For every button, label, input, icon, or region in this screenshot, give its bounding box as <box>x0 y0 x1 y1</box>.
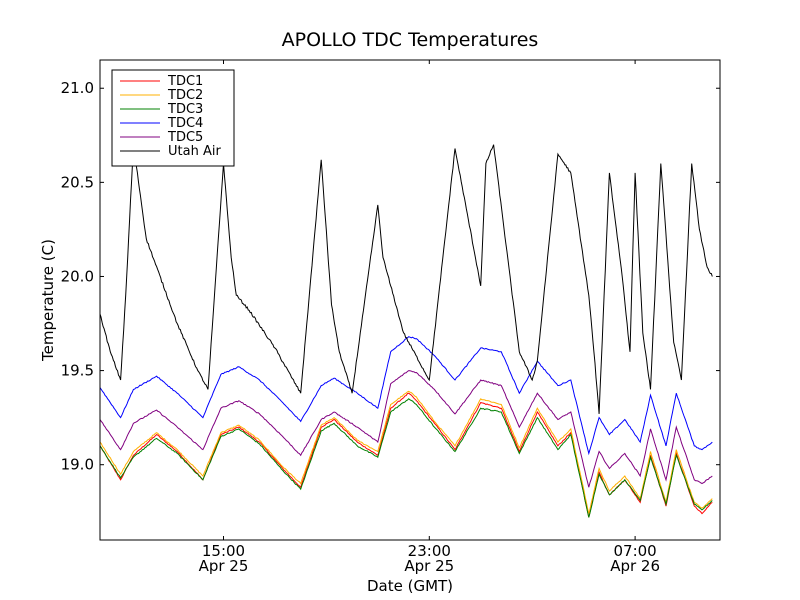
series-line-tdc3 <box>99 398 713 518</box>
y-tick-label: 20.5 <box>61 173 94 191</box>
legend-label-utah-air: Utah Air <box>168 144 221 159</box>
series-line-tdc4 <box>99 336 713 456</box>
x-tick-label-date: Apr 26 <box>610 557 660 575</box>
legend-label-tdc5: TDC5 <box>167 130 203 145</box>
series-line-utah-air <box>99 144 713 414</box>
legend-box <box>111 69 235 167</box>
y-axis-label: Temperature (C) <box>39 239 57 362</box>
x-tick-label-time: 07:00 <box>613 542 656 560</box>
x-tick-label-time: 23:00 <box>408 542 451 560</box>
y-tick-label: 19.0 <box>61 456 94 474</box>
chart-title: APOLLO TDC Temperatures <box>282 29 539 51</box>
legend-label-tdc3: TDC3 <box>167 102 203 117</box>
legend-label-tdc1: TDC1 <box>167 74 203 89</box>
y-tick-label: 20.0 <box>61 267 94 285</box>
x-axis-label: Date (GMT) <box>367 577 453 595</box>
y-tick-label: 19.5 <box>61 362 94 380</box>
plot-frame <box>99 59 721 541</box>
series-layer <box>99 144 713 518</box>
legend-label-tdc4: TDC4 <box>167 116 203 131</box>
legend-label-tdc2: TDC2 <box>167 88 203 103</box>
x-tick-label-time: 15:00 <box>202 542 245 560</box>
series-line-tdc2 <box>99 390 713 514</box>
x-tick-label-date: Apr 25 <box>199 557 249 575</box>
y-tick-label: 21.0 <box>61 79 94 97</box>
x-tick-label-date: Apr 25 <box>404 557 454 575</box>
series-line-tdc5 <box>99 370 713 488</box>
